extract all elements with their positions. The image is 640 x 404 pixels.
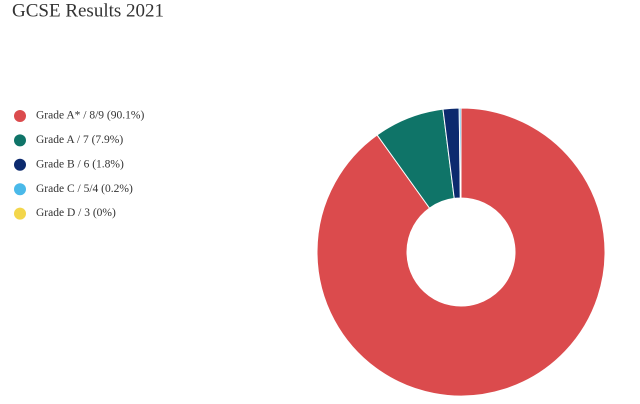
legend-swatch [14, 183, 26, 196]
legend-swatch [14, 134, 26, 147]
donut-slice [316, 107, 606, 397]
legend-swatch [14, 158, 26, 171]
legend-label: Grade A / 7 (7.9%) [36, 134, 123, 146]
legend-swatch [14, 110, 26, 122]
donut-slice [458, 107, 462, 199]
legend-label: Grade A* / 8/9 (90.1%) [36, 110, 144, 122]
legend-label: Grade B / 6 (1.8%) [36, 158, 124, 170]
legend-label: Grade D / 3 (0%) [36, 207, 116, 219]
legend-swatch [14, 207, 26, 220]
chart-title: GCSE Results 2021 [12, 0, 164, 21]
legend-label: Grade C / 5/4 (0.2%) [36, 183, 133, 195]
